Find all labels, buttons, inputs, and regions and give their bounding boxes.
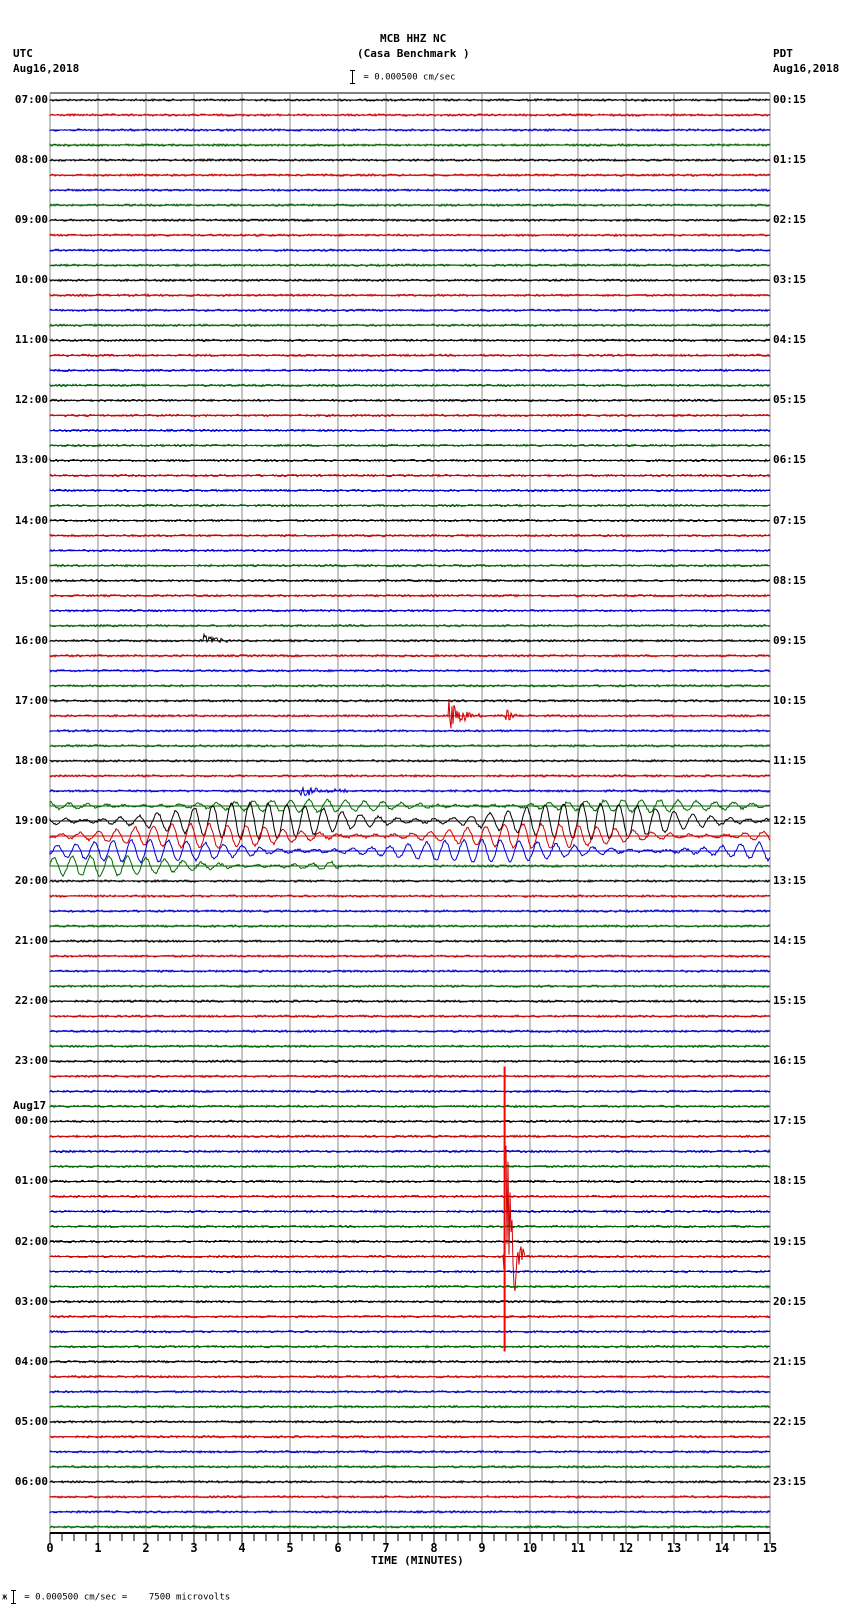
right-timezone: PDT <box>773 47 793 60</box>
left-hour-label: 11:00 <box>14 333 48 347</box>
x-tick-label: 4 <box>238 1541 246 1555</box>
x-tick-label: 3 <box>190 1541 198 1555</box>
left-hour-label: 17:00 <box>14 693 48 707</box>
right-hour-label: 08:15 <box>773 573 807 587</box>
right-hour-label: 02:15 <box>773 213 807 227</box>
left-hour-label: 00:00 <box>14 1114 48 1128</box>
x-tick-label: 12 <box>618 1541 634 1555</box>
x-tick-label: 1 <box>94 1541 102 1555</box>
x-tick-label: 5 <box>286 1541 294 1555</box>
left-hour-label: 22:00 <box>14 994 48 1008</box>
footer-scale-bar-icon <box>10 1590 19 1604</box>
left-hour-label: 06:00 <box>14 1474 48 1488</box>
footer-scale-prefix: ж <box>2 1592 8 1603</box>
left-hour-label: 07:00 <box>14 93 48 106</box>
right-hour-label: 20:15 <box>773 1294 807 1308</box>
x-axis-label: TIME (MINUTES) <box>371 1554 464 1567</box>
left-hour-label: 09:00 <box>14 213 48 227</box>
right-hour-label: 04:15 <box>773 333 807 347</box>
footer-scale: ж = 0.000500 cm/sec = 7500 microvolts <box>2 1590 230 1604</box>
left-hour-label: 04:00 <box>14 1354 48 1368</box>
right-hour-label: 03:15 <box>773 273 807 287</box>
x-tick-label: 14 <box>714 1541 730 1555</box>
left-hour-label: 03:00 <box>14 1294 48 1308</box>
left-hour-label: 15:00 <box>14 573 48 587</box>
scale-legend-text: = 0.000500 cm/sec <box>363 72 456 83</box>
right-hour-label: 10:15 <box>773 693 807 707</box>
left-hour-label: 16:00 <box>14 633 48 647</box>
x-tick-label: 13 <box>666 1541 682 1555</box>
left-hour-label: Aug17 <box>13 1099 47 1113</box>
right-hour-label: 16:15 <box>773 1054 807 1068</box>
scale-legend: = 0.000500 cm/sec <box>350 70 456 84</box>
left-hour-label: 01:00 <box>14 1174 48 1188</box>
site-subtitle: (Casa Benchmark ) <box>357 47 470 60</box>
footer-scale-text: = 0.000500 cm/sec = 7500 microvolts <box>24 1592 231 1603</box>
left-hour-label: 23:00 <box>14 1054 48 1068</box>
x-tick-label: 9 <box>478 1541 486 1555</box>
x-tick-label: 15 <box>762 1541 778 1555</box>
right-hour-label: 07:15 <box>773 513 807 527</box>
left-hour-label: 14:00 <box>14 513 48 527</box>
right-hour-label: 19:15 <box>773 1234 807 1248</box>
right-hour-label: 14:15 <box>773 934 807 948</box>
left-hour-label: 10:00 <box>14 273 48 287</box>
right-hour-label: 01:15 <box>773 153 807 167</box>
scale-bar-icon <box>350 70 358 84</box>
right-hour-label: 13:15 <box>773 874 807 888</box>
x-tick-label: 7 <box>382 1541 390 1555</box>
right-hour-label: 23:15 <box>773 1474 807 1488</box>
x-tick-label: 2 <box>142 1541 150 1555</box>
right-hour-label: 12:15 <box>773 813 807 827</box>
right-hour-label: 17:15 <box>773 1114 807 1128</box>
right-hour-label: 11:15 <box>773 753 807 767</box>
right-hour-label: 05:15 <box>773 393 807 407</box>
right-hour-label: 15:15 <box>773 994 807 1008</box>
right-date: Aug16,2018 <box>773 62 840 75</box>
x-tick-label: 6 <box>334 1541 342 1555</box>
right-hour-label: 21:15 <box>773 1354 807 1368</box>
left-hour-label: 05:00 <box>14 1414 48 1428</box>
left-hour-label: 02:00 <box>14 1234 48 1248</box>
left-hour-label: 13:00 <box>14 453 48 467</box>
right-hour-label: 22:15 <box>773 1414 807 1428</box>
left-hour-label: 12:00 <box>14 393 48 407</box>
left-timezone: UTC <box>13 47 33 60</box>
station-title: MCB HHZ NC <box>380 32 447 45</box>
left-hour-label: 20:00 <box>14 874 48 888</box>
right-hour-label: 09:15 <box>773 633 807 647</box>
right-hour-label: 00:15 <box>773 93 807 106</box>
left-hour-label: 21:00 <box>14 934 48 948</box>
left-date: Aug16,2018 <box>13 62 80 75</box>
x-tick-label: 0 <box>46 1541 54 1555</box>
right-hour-label: 18:15 <box>773 1174 807 1188</box>
x-tick-label: 11 <box>570 1541 586 1555</box>
left-hour-label: 08:00 <box>14 153 48 167</box>
x-tick-label: 10 <box>522 1541 538 1555</box>
right-hour-label: 06:15 <box>773 453 807 467</box>
left-hour-label: 18:00 <box>14 753 48 767</box>
x-tick-label: 8 <box>430 1541 438 1555</box>
left-hour-label: 19:00 <box>14 813 48 827</box>
